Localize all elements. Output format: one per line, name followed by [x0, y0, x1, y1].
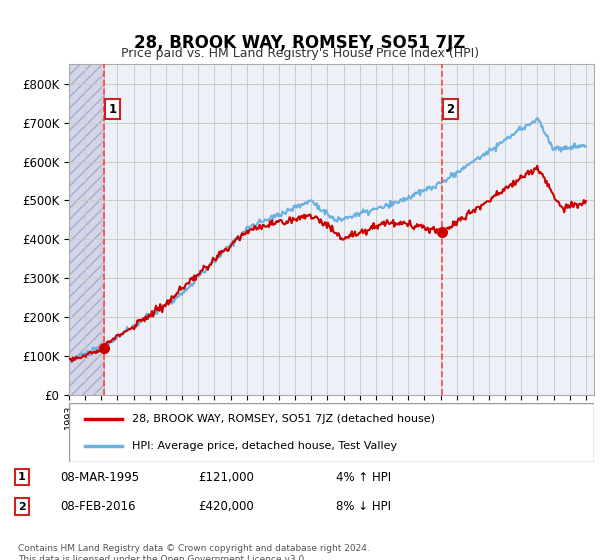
Text: 1: 1 [108, 102, 116, 115]
Text: 28, BROOK WAY, ROMSEY, SO51 7JZ (detached house): 28, BROOK WAY, ROMSEY, SO51 7JZ (detache… [132, 414, 435, 424]
Text: 1: 1 [18, 472, 26, 482]
Text: 4% ↑ HPI: 4% ↑ HPI [336, 470, 391, 484]
Text: 08-MAR-1995: 08-MAR-1995 [60, 470, 139, 484]
Bar [69, 64, 104, 395]
Text: Contains HM Land Registry data © Crown copyright and database right 2024.
This d: Contains HM Land Registry data © Crown c… [18, 544, 370, 560]
Text: Price paid vs. HM Land Registry's House Price Index (HPI): Price paid vs. HM Land Registry's House … [121, 47, 479, 60]
Text: 8% ↓ HPI: 8% ↓ HPI [336, 500, 391, 513]
Text: 08-FEB-2016: 08-FEB-2016 [60, 500, 136, 513]
FancyBboxPatch shape [69, 403, 594, 462]
Bar [69, 64, 104, 395]
Text: 2: 2 [18, 502, 26, 511]
Text: £420,000: £420,000 [198, 500, 254, 513]
Text: 28, BROOK WAY, ROMSEY, SO51 7JZ: 28, BROOK WAY, ROMSEY, SO51 7JZ [134, 34, 466, 52]
Text: HPI: Average price, detached house, Test Valley: HPI: Average price, detached house, Test… [132, 441, 397, 451]
Text: £121,000: £121,000 [198, 470, 254, 484]
Text: 2: 2 [446, 102, 454, 115]
